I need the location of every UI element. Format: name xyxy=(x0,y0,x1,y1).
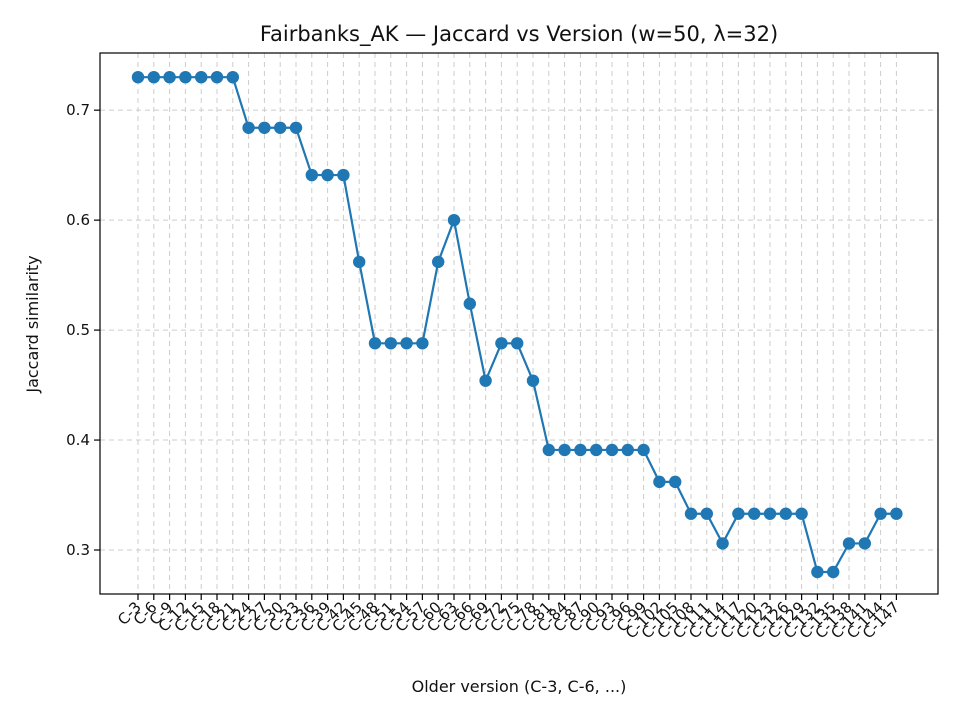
series xyxy=(131,70,903,579)
data-point xyxy=(447,213,461,227)
data-point xyxy=(495,337,508,350)
data-point xyxy=(147,70,160,84)
data-point xyxy=(258,121,271,134)
data-point xyxy=(384,337,397,350)
data-point xyxy=(574,443,587,457)
y-tick-label: 0.4 xyxy=(66,431,90,449)
chart-title: Fairbanks_AK — Jaccard vs Version (w=50,… xyxy=(260,22,778,47)
data-point xyxy=(827,565,840,579)
data-point xyxy=(795,507,808,520)
data-point xyxy=(289,121,303,134)
data-point xyxy=(653,475,666,489)
y-tick-label: 0.3 xyxy=(66,541,90,559)
data-point xyxy=(890,507,903,520)
data-point xyxy=(242,121,255,134)
data-point xyxy=(353,255,366,269)
data-point xyxy=(716,537,729,550)
y-tick-label: 0.5 xyxy=(66,321,90,339)
data-point xyxy=(526,374,540,387)
plot-frame xyxy=(99,52,939,595)
data-point xyxy=(811,565,824,579)
y-tick-label: 0.6 xyxy=(66,211,90,229)
data-point xyxy=(511,337,524,350)
data-point xyxy=(637,443,650,457)
data-point xyxy=(621,443,634,457)
data-point xyxy=(479,374,492,387)
y-axis-label: Jaccard similarity xyxy=(23,255,42,393)
data-point xyxy=(368,337,382,350)
data-point xyxy=(842,537,856,550)
data-point xyxy=(858,537,871,550)
data-point xyxy=(210,70,224,84)
data-point xyxy=(131,70,145,84)
data-point xyxy=(874,507,887,520)
data-point xyxy=(558,443,571,457)
data-point xyxy=(432,255,445,269)
data-point xyxy=(542,443,555,457)
data-point xyxy=(605,443,619,457)
data-point xyxy=(669,475,682,489)
data-point xyxy=(763,507,777,520)
data-point xyxy=(305,168,318,182)
data-point xyxy=(748,507,761,520)
grid xyxy=(100,53,938,594)
data-point xyxy=(179,70,192,84)
data-point xyxy=(463,297,476,310)
data-point xyxy=(684,507,698,520)
data-point xyxy=(321,168,334,182)
data-point xyxy=(590,443,603,457)
data-point xyxy=(195,70,208,84)
data-point xyxy=(416,337,429,350)
data-point xyxy=(732,507,745,520)
data-point xyxy=(226,70,239,84)
data-point xyxy=(337,168,350,182)
data-point xyxy=(274,121,287,134)
y-tick-label: 0.7 xyxy=(66,101,90,119)
data-point xyxy=(779,507,792,520)
data-point xyxy=(400,337,413,350)
data-point xyxy=(163,70,176,84)
data-point xyxy=(700,507,713,520)
x-axis-label: Older version (C-3, C-6, ...) xyxy=(412,677,627,696)
